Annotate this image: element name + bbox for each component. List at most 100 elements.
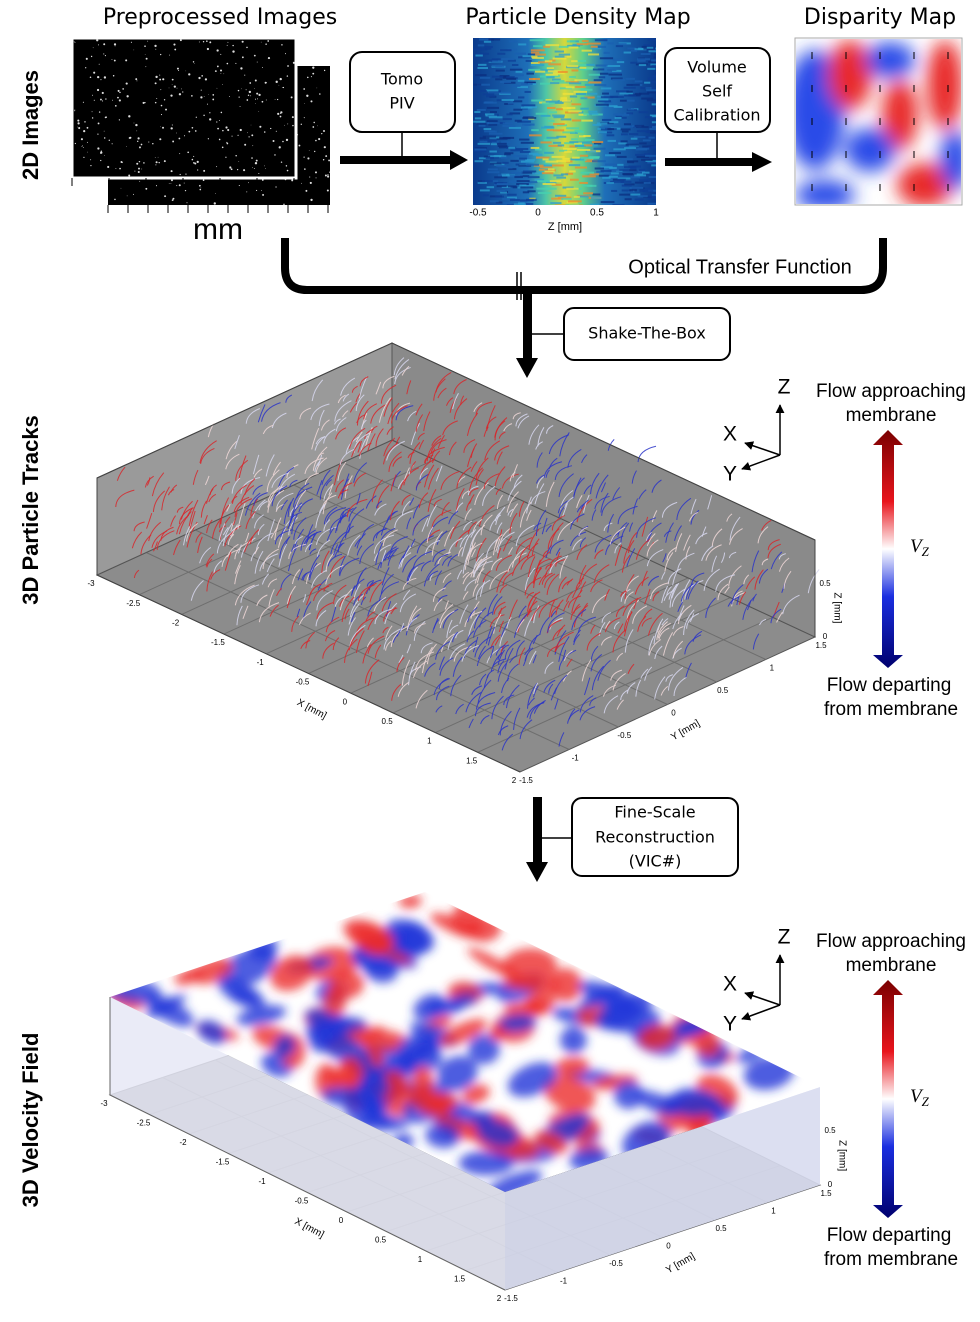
speckle — [174, 86, 176, 88]
speckle — [77, 122, 79, 124]
density-cell — [641, 98, 653, 100]
speckle — [178, 70, 179, 71]
density-cell — [575, 86, 585, 88]
density-cell — [617, 164, 623, 166]
density-cell — [634, 136, 646, 138]
density-cell — [572, 157, 580, 159]
density-cell — [592, 160, 606, 162]
density-cell — [484, 46, 493, 48]
speckle — [127, 195, 128, 196]
speckle — [240, 129, 242, 131]
density-cell — [616, 45, 623, 47]
speckle — [280, 116, 282, 118]
density-cell — [510, 199, 520, 201]
density-cell — [571, 103, 581, 105]
density-cell — [624, 52, 631, 54]
speckle — [188, 73, 190, 75]
density-cell — [544, 152, 554, 154]
speckle — [179, 184, 181, 186]
density-cell — [550, 180, 562, 182]
density-cell — [475, 160, 484, 162]
density-cell — [607, 205, 615, 207]
speckle — [252, 145, 253, 146]
speckle — [321, 133, 322, 134]
density-cell — [568, 110, 581, 112]
speckle — [135, 124, 137, 126]
density-cell — [624, 147, 636, 149]
density-cell — [497, 185, 507, 187]
x-axis-label: X [mm] — [293, 1216, 326, 1241]
speckle — [310, 100, 312, 102]
density-cell — [514, 176, 523, 178]
density-cell — [556, 108, 563, 110]
speckle — [316, 177, 317, 178]
speckle — [310, 199, 312, 201]
speckle — [286, 139, 288, 141]
speckle — [129, 137, 131, 139]
density-cell — [487, 171, 499, 173]
density-cell — [489, 116, 503, 118]
density-cell — [531, 56, 537, 58]
density-cell — [652, 103, 659, 105]
speckle — [287, 75, 288, 76]
y-tick-label: 1 — [771, 1207, 776, 1216]
speckle — [268, 57, 270, 59]
speckle — [313, 122, 314, 123]
density-cell — [518, 96, 524, 98]
density-cell — [651, 115, 660, 117]
speckle — [291, 179, 293, 181]
z-tick-label: 0.5 — [824, 1126, 836, 1135]
speckle — [195, 130, 197, 132]
density-cell — [560, 97, 567, 99]
speckle — [324, 146, 326, 148]
density-cell — [580, 108, 588, 110]
figure: 2D Images 3D Particle Tracks 3D Velocity… — [0, 0, 980, 1318]
speckle — [231, 136, 232, 137]
row-label: 2D Images — [18, 70, 43, 180]
speckle — [304, 168, 306, 170]
density-cell — [564, 56, 571, 58]
density-cell — [595, 168, 604, 170]
density-cell — [491, 60, 502, 62]
density-cell — [583, 192, 593, 194]
density-cell — [618, 179, 626, 181]
speckle — [208, 138, 209, 139]
speckle — [194, 63, 195, 64]
speckle — [121, 188, 122, 189]
speckle — [139, 161, 140, 162]
speckle — [159, 138, 161, 140]
density-cell — [602, 177, 610, 179]
y-axis-label: Y [mm] — [669, 718, 702, 743]
legend-text: Flow approaching — [816, 381, 966, 402]
z-tick-label: 0 — [823, 632, 828, 641]
density-cell — [484, 102, 497, 104]
speckle — [254, 88, 255, 89]
symbol-sub: Z — [922, 1094, 930, 1109]
speckle — [243, 169, 245, 171]
speckle — [135, 78, 137, 80]
density-cell — [624, 123, 631, 125]
speckle — [164, 99, 165, 100]
density-cell — [515, 53, 526, 55]
speckle — [141, 169, 142, 170]
x-axis-label: X [mm] — [295, 697, 328, 722]
density-cell — [622, 131, 629, 133]
speckle — [283, 204, 284, 205]
density-cell — [625, 198, 632, 200]
density-cell — [495, 196, 504, 198]
speckle — [287, 123, 288, 124]
speckle — [307, 157, 309, 159]
density-cell — [577, 43, 589, 45]
axis-arrow — [745, 443, 780, 455]
density-cell — [478, 90, 487, 92]
speckle — [114, 43, 116, 45]
density-cell — [485, 113, 494, 115]
density-cell — [486, 157, 494, 159]
panel-title: Disparity Map — [804, 5, 956, 30]
density-cell — [580, 97, 587, 99]
density-cell — [624, 95, 636, 97]
speckle — [221, 112, 223, 114]
density-cell — [596, 104, 609, 106]
density-cell — [591, 197, 601, 199]
x-tick-label: 1 — [427, 737, 432, 746]
